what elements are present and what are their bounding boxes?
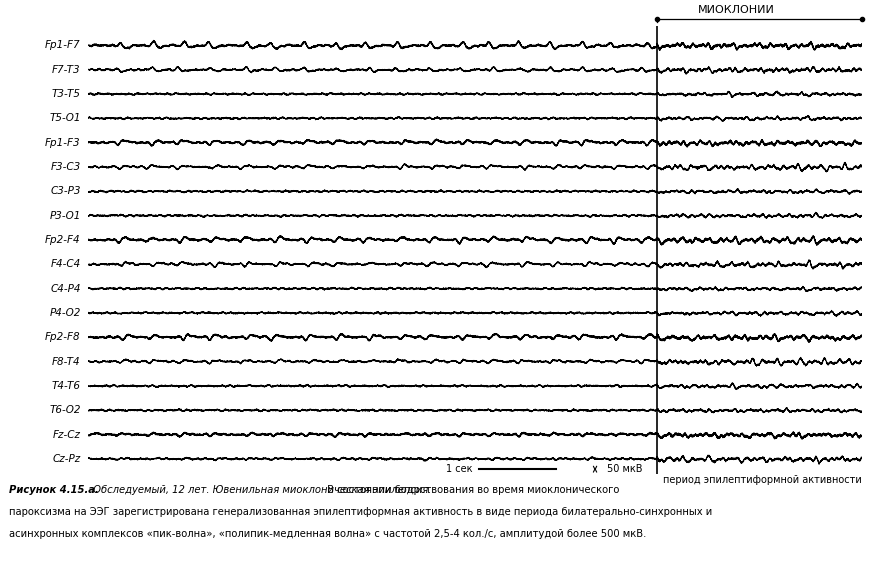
Text: Fp2-F4: Fp2-F4: [45, 235, 80, 245]
Text: Cz-Pz: Cz-Pz: [52, 454, 80, 464]
Text: Рисунок 4.15.а.: Рисунок 4.15.а.: [9, 485, 99, 495]
Text: P3-O1: P3-O1: [50, 211, 80, 220]
Text: T3-T5: T3-T5: [51, 89, 80, 99]
Text: период эпилептиформной активности: период эпилептиформной активности: [663, 475, 862, 484]
Text: 1 сек: 1 сек: [446, 464, 473, 474]
Text: F8-T4: F8-T4: [52, 356, 80, 367]
Text: F7-T3: F7-T3: [52, 65, 80, 75]
Text: пароксизма на ЭЭГ зарегистрирована генерализованная эпилептиформная активность в: пароксизма на ЭЭГ зарегистрирована генер…: [9, 507, 713, 517]
Text: P4-O2: P4-O2: [50, 308, 80, 318]
Text: T4-T6: T4-T6: [51, 381, 80, 391]
Text: Fp1-F7: Fp1-F7: [45, 40, 80, 51]
Text: В состоянии бодрствования во время миоклонического: В состоянии бодрствования во время миокл…: [324, 485, 620, 495]
Text: C3-P3: C3-P3: [50, 187, 80, 196]
Text: T5-O1: T5-O1: [50, 113, 80, 123]
Text: Fp2-F8: Fp2-F8: [45, 332, 80, 342]
Text: C4-P4: C4-P4: [50, 284, 80, 294]
Text: T6-O2: T6-O2: [50, 405, 80, 415]
Text: МИОКЛОНИИ: МИОКЛОНИИ: [697, 5, 774, 15]
Text: F3-C3: F3-C3: [50, 162, 80, 172]
Text: Обследуемый, 12 лет. Ювенильная миоклоническая эпилепсия.: Обследуемый, 12 лет. Ювенильная миоклони…: [90, 485, 431, 495]
Text: Fz-Cz: Fz-Cz: [53, 429, 80, 440]
Text: 50 мкВ: 50 мкВ: [606, 464, 642, 474]
Text: Fp1-F3: Fp1-F3: [45, 138, 80, 148]
Text: асинхронных комплексов «пик-волна», «полипик-медленная волна» с частотой 2,5-4 к: асинхронных комплексов «пик-волна», «пол…: [9, 529, 646, 538]
Text: F4-C4: F4-C4: [50, 259, 80, 269]
